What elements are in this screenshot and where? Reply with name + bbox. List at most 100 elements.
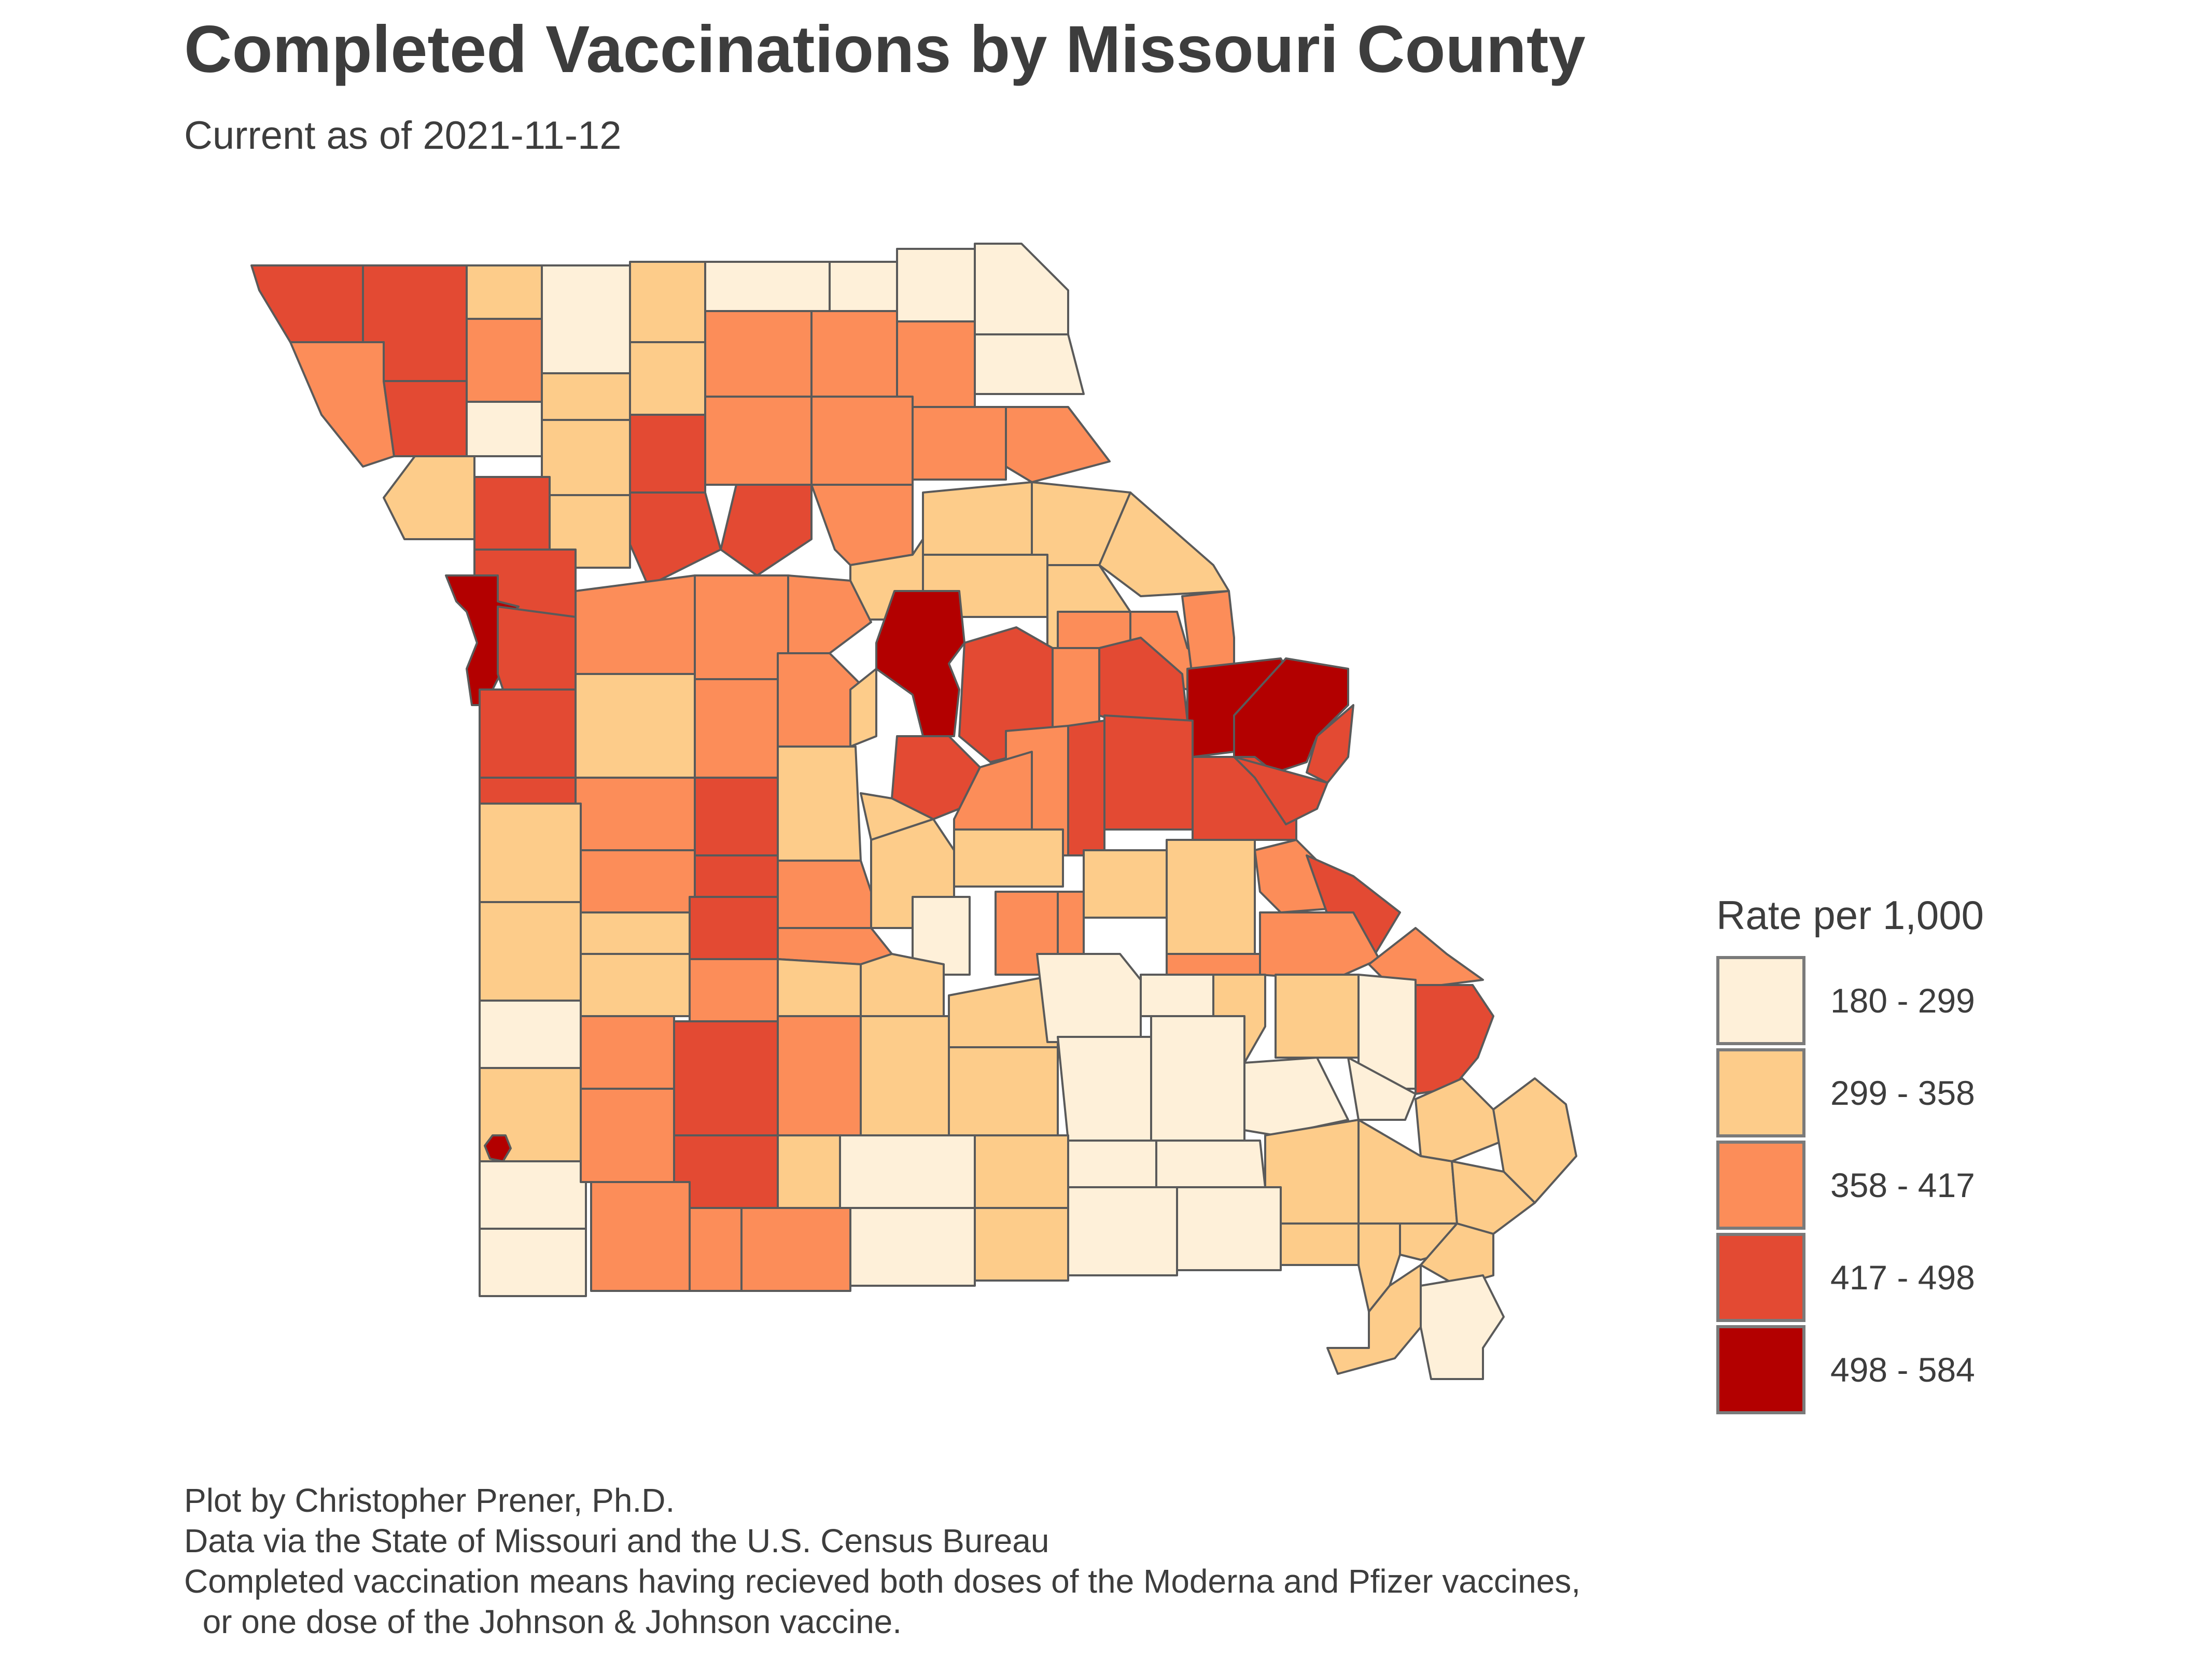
legend-item: 299 - 358 bbox=[1716, 1047, 1984, 1139]
county-9 bbox=[974, 243, 1069, 335]
county-12 bbox=[466, 318, 543, 403]
legend-item: 180 - 299 bbox=[1716, 954, 1984, 1047]
county-129 bbox=[740, 1207, 851, 1292]
county-110 bbox=[1150, 1015, 1245, 1142]
county-118 bbox=[777, 1134, 841, 1209]
county-20 bbox=[541, 419, 631, 496]
county-102 bbox=[1415, 984, 1494, 1095]
county-61 bbox=[575, 777, 696, 851]
county-106 bbox=[777, 1015, 862, 1136]
county-78 bbox=[1166, 839, 1256, 955]
caption: Plot by Christopher Prener, Ph.D. Data vi… bbox=[184, 1480, 1580, 1642]
county-126 bbox=[479, 1228, 587, 1297]
county-11 bbox=[383, 380, 468, 457]
county-73 bbox=[694, 854, 779, 898]
county-10 bbox=[289, 341, 395, 468]
county-33 bbox=[922, 481, 1033, 556]
county-89 bbox=[1259, 911, 1380, 981]
county-51 bbox=[479, 688, 577, 779]
legend-label: 358 - 417 bbox=[1830, 1166, 1975, 1204]
county-121 bbox=[1067, 1140, 1157, 1188]
county-67 bbox=[1067, 720, 1105, 856]
county-13 bbox=[541, 372, 631, 421]
county-6 bbox=[704, 261, 831, 312]
county-93 bbox=[689, 958, 779, 1022]
county-39 bbox=[787, 574, 872, 654]
county-109 bbox=[1057, 1036, 1152, 1142]
county-47 bbox=[875, 590, 965, 737]
county-138 bbox=[1326, 1264, 1422, 1375]
county-98 bbox=[1140, 974, 1214, 1017]
caption-line: or one dose of the Johnson & Johnson vac… bbox=[184, 1603, 902, 1640]
county-53 bbox=[694, 678, 779, 779]
county-14 bbox=[629, 341, 706, 416]
county-23 bbox=[810, 396, 914, 488]
county-22 bbox=[704, 396, 813, 486]
county-37 bbox=[575, 574, 696, 675]
county-130 bbox=[849, 1207, 976, 1287]
county-83 bbox=[689, 896, 779, 960]
county-52 bbox=[575, 673, 696, 779]
legend-swatch-1 bbox=[1716, 956, 1805, 1045]
county-71 bbox=[479, 803, 582, 903]
county-7 bbox=[829, 261, 898, 315]
county-105 bbox=[673, 1020, 779, 1136]
county-15 bbox=[704, 310, 813, 398]
county-17 bbox=[896, 320, 976, 408]
county-25 bbox=[1005, 406, 1111, 483]
county-94 bbox=[777, 958, 862, 1017]
caption-line: Completed vaccination means having recie… bbox=[184, 1563, 1581, 1600]
legend-label: 498 - 584 bbox=[1830, 1351, 1975, 1389]
county-3 bbox=[466, 264, 543, 320]
county-116 bbox=[580, 1088, 675, 1183]
county-122 bbox=[1155, 1140, 1266, 1188]
legend-swatch-5 bbox=[1716, 1325, 1805, 1414]
county-35 bbox=[1098, 491, 1230, 597]
county-112 bbox=[1347, 1057, 1417, 1121]
county-26 bbox=[383, 455, 475, 540]
county-77 bbox=[1083, 849, 1168, 919]
county-85 bbox=[912, 896, 971, 976]
county-139 bbox=[1420, 1274, 1505, 1380]
county-60 bbox=[479, 777, 577, 805]
county-132 bbox=[1067, 1186, 1178, 1276]
county-92 bbox=[580, 953, 691, 1017]
county-82 bbox=[580, 911, 691, 955]
county-24 bbox=[912, 406, 1007, 481]
legend-swatch-4 bbox=[1716, 1233, 1805, 1322]
county-133 bbox=[1176, 1186, 1282, 1271]
county-50 bbox=[1306, 704, 1354, 784]
legend-item: 498 - 584 bbox=[1716, 1324, 1984, 1416]
legend-item: 358 - 417 bbox=[1716, 1139, 1984, 1231]
county-8 bbox=[896, 248, 976, 322]
county-81 bbox=[479, 901, 582, 1002]
county-62 bbox=[694, 777, 779, 856]
county-127 bbox=[590, 1181, 691, 1292]
county-55 bbox=[849, 668, 877, 748]
county-4 bbox=[541, 264, 631, 374]
legend-label: 180 - 299 bbox=[1830, 981, 1975, 1020]
county-16 bbox=[810, 310, 898, 398]
county-38 bbox=[694, 574, 789, 680]
county-72 bbox=[580, 849, 696, 913]
caption-line: Plot by Christopher Prener, Ph.D. bbox=[184, 1482, 675, 1519]
county-95 bbox=[860, 953, 945, 1017]
legend-label: 299 - 358 bbox=[1830, 1074, 1975, 1112]
chart-title: Completed Vaccinations by Missouri Count… bbox=[184, 12, 1586, 87]
county-120 bbox=[974, 1134, 1069, 1209]
county-91 bbox=[479, 1000, 582, 1069]
legend-item: 417 - 498 bbox=[1716, 1231, 1984, 1324]
county-115 bbox=[479, 1160, 587, 1230]
county-31 bbox=[810, 484, 914, 566]
county-30 bbox=[720, 484, 813, 577]
county-54 bbox=[777, 652, 862, 748]
county-131 bbox=[974, 1207, 1069, 1282]
county-134 bbox=[1280, 1222, 1360, 1266]
county-107 bbox=[860, 1015, 950, 1136]
county-88 bbox=[1166, 953, 1261, 976]
county-97 bbox=[1036, 953, 1142, 1043]
legend-swatch-2 bbox=[1716, 1048, 1805, 1137]
legend-title: Rate per 1,000 bbox=[1716, 892, 1984, 938]
county-19 bbox=[466, 401, 543, 457]
